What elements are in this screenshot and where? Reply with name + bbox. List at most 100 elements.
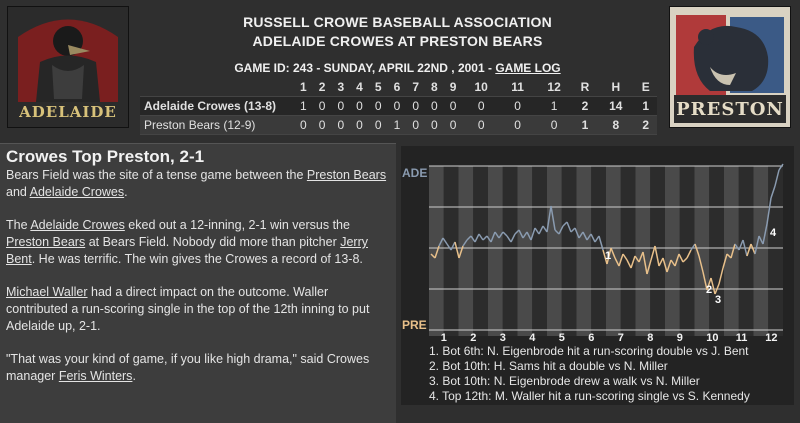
inning-band-top (724, 166, 739, 336)
inning-label: 7 (618, 332, 624, 344)
inning-label: 4 (529, 332, 536, 344)
win-probability-segment (690, 243, 696, 251)
story-text: Bears Field was the site of a tense game… (6, 168, 307, 182)
preston-logo: PRESTON (669, 6, 791, 128)
inning-band-bottom (650, 166, 665, 336)
story-text: . He was terrific. The win gives the Cro… (31, 252, 363, 266)
team-link-preston[interactable]: Preston Bears (306, 168, 387, 182)
col-header: 10 (474, 80, 488, 94)
story-paragraph: The Adelaide Crowes eked out a 12-inning… (0, 217, 396, 268)
team-link-preston[interactable]: Preston Bears (6, 235, 86, 249)
inning-band-top (547, 166, 562, 336)
win-probability-segment (738, 239, 744, 251)
win-probability-segment (722, 253, 728, 269)
inning-band-top (488, 166, 503, 336)
story-text: at Bears Field. Nobody did more than pit… (85, 235, 341, 249)
inning-cell: 0 (443, 115, 463, 135)
win-probability-segment (642, 251, 648, 275)
win-probability-segment (598, 235, 604, 251)
hits-total: 14 (597, 96, 635, 116)
win-probability-segment (750, 243, 756, 255)
col-header: 3 (337, 80, 345, 94)
manager-link-feris-winters[interactable]: Feris Winters (58, 369, 133, 383)
win-probability-segment (570, 227, 576, 233)
win-probability-segment (694, 243, 700, 257)
inning-cell: 0 (387, 96, 407, 116)
inning-label: 8 (647, 332, 653, 344)
win-probability-segment (462, 239, 468, 247)
col-header: 5 (374, 80, 382, 94)
win-probability-segment (518, 229, 524, 239)
inning-band-bottom (532, 166, 547, 336)
col-header: 7 (412, 80, 420, 94)
inning-label: 5 (559, 332, 565, 344)
inning-band-top (517, 166, 533, 336)
inning-cell: 0 (312, 115, 332, 135)
win-probability-segment (470, 235, 476, 243)
inning-band-bottom (768, 166, 783, 336)
win-probability-segment (450, 241, 456, 251)
win-probability-segment (530, 227, 536, 241)
win-probability-segment (610, 247, 616, 259)
inning-band-top (694, 166, 710, 336)
preston-logo-text: PRESTON (676, 99, 784, 120)
win-probability-segment (726, 253, 732, 259)
win-probability-segment (562, 221, 568, 227)
win-probability-segment (758, 235, 764, 245)
inning-label: 9 (677, 332, 683, 344)
win-probability-segment (502, 231, 508, 237)
linescore-table: 1 2 3 4 5 6 7 8 9 10 11 12 R H E Adelaid… (140, 78, 657, 135)
event-marker-3: 3 (715, 294, 721, 306)
inning-cell: 0 (368, 115, 388, 135)
inning-label: 11 (736, 332, 748, 344)
win-probability-segment (522, 231, 528, 239)
win-probability-segment (554, 229, 560, 235)
win-probability-segment (686, 249, 692, 259)
inning-cell: 0 (406, 115, 426, 135)
game-log-link[interactable]: GAME LOG (495, 61, 561, 75)
inning-cell: 0 (368, 96, 388, 116)
inning-cell: 1 (294, 96, 313, 116)
win-probability-segment (586, 233, 592, 241)
inning-cell: 0 (294, 115, 313, 135)
win-probability-segment (706, 277, 712, 291)
inning-label: 10 (706, 332, 718, 344)
event-marker-4: 4 (770, 227, 777, 239)
inning-label: 6 (588, 332, 594, 344)
runs-total: 1 (572, 115, 598, 135)
win-probability-segment (434, 245, 440, 259)
player-link-michael-waller[interactable]: Michael Waller (6, 285, 88, 299)
win-probability-line (430, 163, 784, 295)
story-text: "That was your kind of game, if you like… (6, 352, 370, 383)
win-probability-segment (474, 233, 480, 243)
inning-band-top (606, 166, 621, 336)
win-probability-segment (550, 205, 556, 231)
win-probability-segment (466, 235, 472, 241)
game-header: RUSSELL CROWE BASEBALL ASSOCIATION ADELA… (140, 10, 655, 75)
win-probability-segment (442, 237, 448, 245)
win-probability-segment (774, 169, 780, 187)
inning-band-top (576, 166, 592, 336)
win-probability-segment (486, 235, 492, 243)
win-probability-segment (590, 233, 596, 243)
col-header: 9 (449, 80, 457, 94)
story-text: . (132, 369, 136, 383)
inning-band-bottom (620, 166, 636, 336)
win-probability-segment (646, 259, 652, 275)
win-probability-segment (634, 255, 640, 263)
story-text: . (124, 185, 128, 199)
inning-band-top (458, 166, 474, 336)
inning-label: 1 (441, 332, 447, 344)
association-title: RUSSELL CROWE BASEBALL ASSOCIATION (243, 14, 552, 30)
win-probability-segment (582, 231, 588, 241)
errors-total: 2 (634, 115, 657, 135)
inning-cell: 0 (425, 115, 444, 135)
win-probability-segment (534, 227, 540, 235)
team-link-adelaide[interactable]: Adelaide Crowes (29, 185, 125, 199)
inning-cell: 0 (462, 96, 500, 116)
win-probability-segment (638, 251, 644, 263)
inning-cell: 0 (312, 96, 332, 116)
team-link-adelaide[interactable]: Adelaide Crowes (30, 218, 125, 232)
win-probability-segment (718, 267, 724, 285)
player-link-jerry-bent[interactable]: Jerry Bent (6, 235, 368, 266)
